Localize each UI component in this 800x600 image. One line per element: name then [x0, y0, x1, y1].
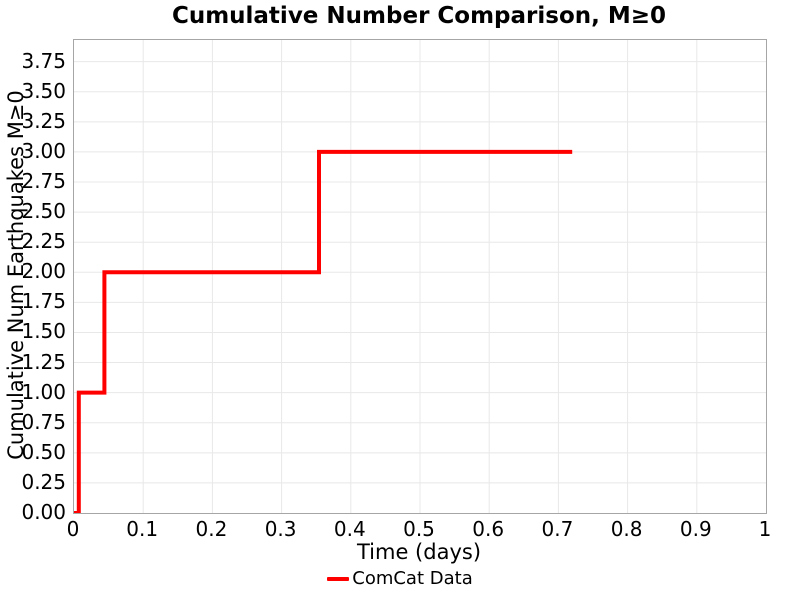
legend-line-swatch [327, 576, 350, 581]
y-tick-label: 3.75 [21, 48, 66, 73]
y-tick-label: 1.25 [21, 349, 66, 374]
legend-entry-label: ComCat Data [352, 568, 473, 589]
x-axis-label: Time (days) [356, 540, 482, 564]
y-tick-label: 1.50 [21, 319, 66, 344]
step-line-plot [74, 40, 766, 513]
x-tick-label: 0.2 [195, 517, 228, 541]
plot-area [73, 39, 767, 514]
y-tick-label: 0.25 [21, 469, 66, 494]
y-tick-label: 0.75 [21, 409, 66, 434]
legend: ComCat Data [0, 568, 800, 589]
y-tick-label: 1.00 [21, 379, 66, 404]
x-tick-label: 0.4 [333, 517, 366, 541]
x-tick-label: 0.7 [541, 517, 574, 541]
y-tick-label: 2.75 [21, 169, 66, 194]
x-tick-label: 0.8 [610, 517, 643, 541]
x-tick-label: 0.5 [403, 517, 435, 541]
x-tick-label: 0.1 [126, 517, 159, 541]
y-tick-label: 3.25 [21, 108, 66, 133]
y-tick-label: 2.50 [21, 199, 66, 224]
x-tick-label: 0.6 [472, 517, 505, 541]
x-tick-label: 0.9 [679, 517, 712, 541]
y-tick-label: 3.00 [21, 138, 66, 163]
x-tick-label: 1 [758, 517, 772, 541]
y-tick-label: 3.50 [21, 78, 66, 103]
y-tick-label: 1.75 [21, 289, 66, 314]
y-tick-label: 0.00 [21, 500, 66, 524]
y-tick-label: 0.50 [21, 439, 66, 464]
chart-title: Cumulative Number Comparison, M≥0 [171, 3, 667, 29]
y-tick-label: 2.25 [21, 229, 66, 254]
x-tick-label: 0.3 [264, 517, 297, 541]
x-tick-label: 0 [66, 517, 80, 541]
y-tick-label: 2.00 [21, 259, 66, 284]
series-line [74, 149, 573, 513]
